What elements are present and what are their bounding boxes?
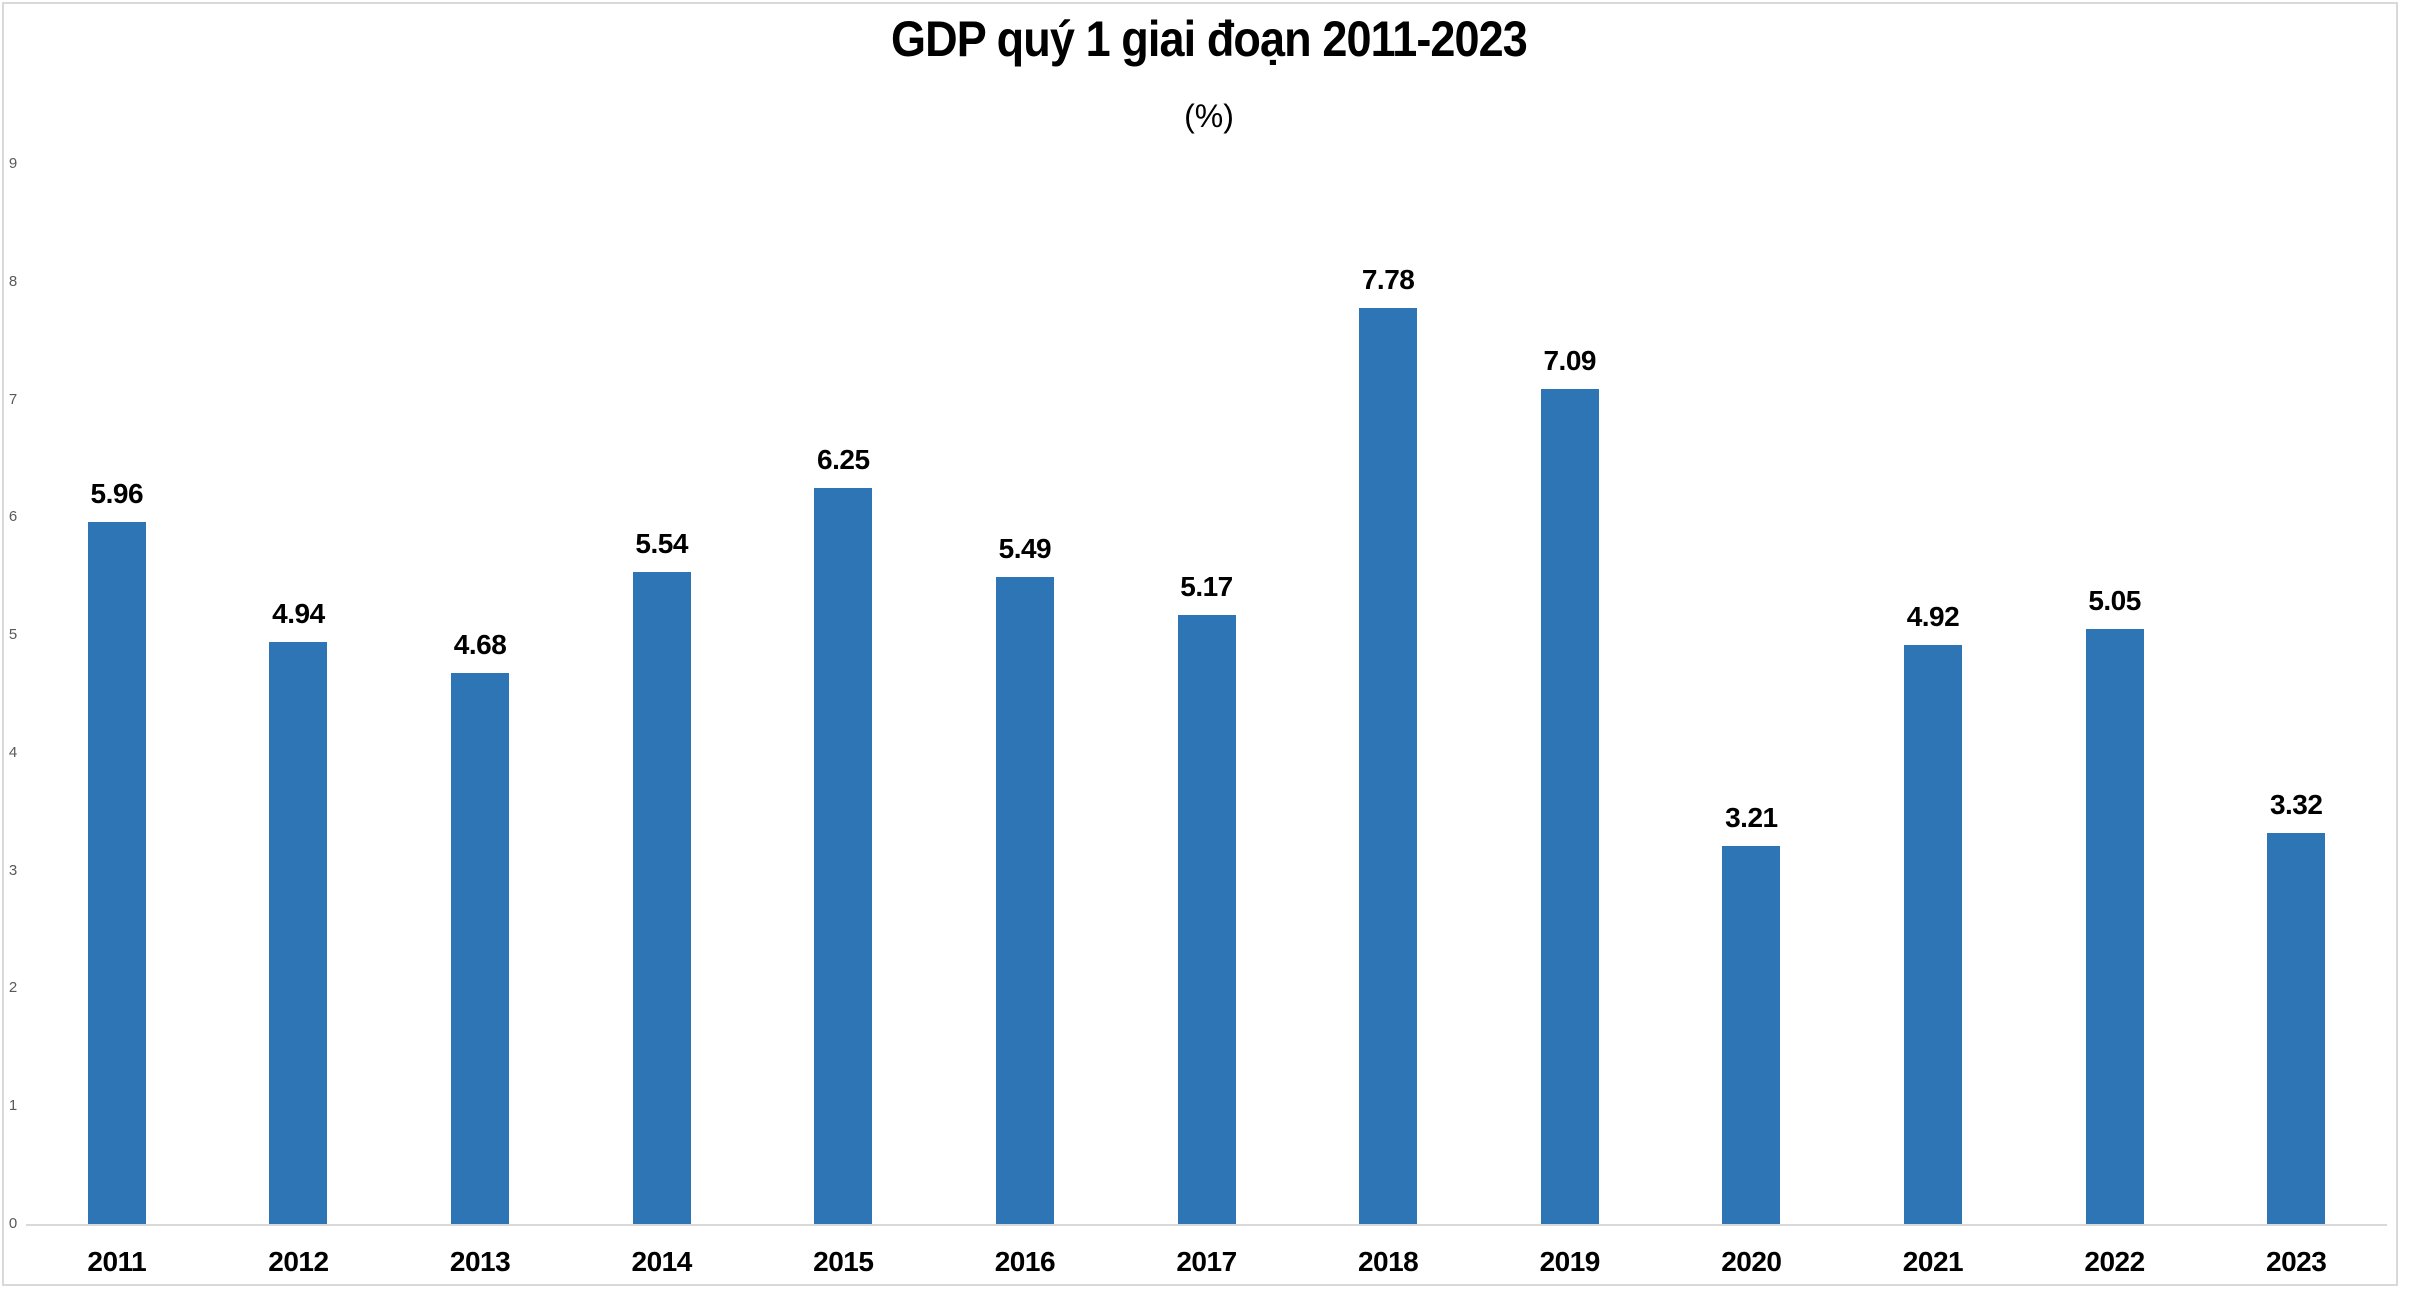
x-tick-label-2019: 2019 bbox=[1539, 1246, 1601, 1277]
plot-area: 5.96 4.94 4.68 5.54 6.25 5.49 5.17 7.78 7.09 3.21… bbox=[26, 164, 2387, 1226]
x-tick-label-2012: 2012 bbox=[268, 1246, 329, 1277]
y-tick-label-6: 6 bbox=[8, 508, 18, 526]
bar-2018 bbox=[1359, 308, 1418, 1224]
bar-value-label-2013: 4.68 bbox=[453, 629, 507, 660]
x-tick-label-2015: 2015 bbox=[813, 1246, 874, 1277]
bar-2021 bbox=[1903, 645, 1962, 1224]
y-tick-label-1: 1 bbox=[8, 1097, 18, 1115]
y-tick-label-2: 2 bbox=[8, 979, 18, 997]
x-tick-label-2023: 2023 bbox=[2266, 1246, 2327, 1277]
bar-value-label-2023: 3.32 bbox=[2269, 789, 2323, 820]
bar-2015 bbox=[814, 488, 873, 1224]
bar-2016 bbox=[995, 577, 1054, 1224]
bar-2013 bbox=[451, 673, 510, 1224]
chart-title: GDP quý 1 giai đoạn 2011-2023 bbox=[891, 11, 1528, 67]
x-tick-label-2011: 2011 bbox=[87, 1246, 147, 1277]
y-tick-label-0: 0 bbox=[8, 1215, 18, 1232]
y-tick-label-5: 5 bbox=[8, 626, 18, 644]
bar-2019 bbox=[1540, 389, 1599, 1224]
bar-2014 bbox=[632, 572, 691, 1224]
bar-value-label-2015: 6.25 bbox=[817, 444, 870, 475]
bar-2017 bbox=[1177, 615, 1236, 1224]
x-tick-label-2017: 2017 bbox=[1176, 1246, 1237, 1277]
bar-value-label-2017: 5.17 bbox=[1180, 571, 1233, 602]
bar-value-label-2012: 4.94 bbox=[272, 598, 325, 629]
bar-value-label-2016: 5.49 bbox=[998, 533, 1052, 564]
x-tick-label-2013: 2013 bbox=[449, 1246, 511, 1277]
bar-value-label-2019: 7.09 bbox=[1543, 345, 1596, 376]
chart-subtitle: (%) bbox=[1184, 98, 1234, 134]
x-tick-label-2022: 2022 bbox=[2084, 1246, 2145, 1277]
x-tick-label-2014: 2014 bbox=[631, 1246, 692, 1277]
x-axis-line bbox=[26, 1224, 2387, 1226]
bar-value-label-2011: 5.96 bbox=[90, 478, 144, 509]
bar-2022 bbox=[2085, 629, 2144, 1224]
x-tick-label-2016: 2016 bbox=[994, 1246, 1056, 1277]
bar-2012 bbox=[269, 642, 328, 1224]
bar-value-label-2020: 3.21 bbox=[1725, 802, 1778, 833]
bar-value-label-2018: 7.78 bbox=[1361, 264, 1415, 295]
bar-2020 bbox=[1722, 846, 1781, 1224]
y-tick-label-9: 9 bbox=[8, 155, 18, 172]
y-tick-label-3: 3 bbox=[8, 861, 18, 879]
bar-value-label-2022: 5.05 bbox=[2088, 585, 2141, 616]
x-tick-label-2020: 2020 bbox=[1721, 1246, 1782, 1277]
y-tick-label-8: 8 bbox=[8, 272, 18, 290]
y-tick-label-7: 7 bbox=[8, 390, 18, 408]
y-axis-tick-labels: 0 1 2 3 4 5 6 7 8 9 bbox=[0, 155, 26, 1232]
bar-value-label-2021: 4.92 bbox=[1906, 601, 1960, 632]
bar-2023 bbox=[2267, 833, 2326, 1224]
x-tick-label-2018: 2018 bbox=[1357, 1246, 1419, 1277]
x-tick-label-2021: 2021 bbox=[1902, 1246, 1964, 1277]
bar-value-label-2014: 5.54 bbox=[635, 528, 688, 559]
x-axis-labels: 2011 2012 2013 2014 2015 2016 2017 2018 2019 2020… bbox=[26, 1242, 2387, 1286]
y-tick-label-4: 4 bbox=[8, 743, 18, 761]
bar-2011 bbox=[87, 522, 146, 1224]
